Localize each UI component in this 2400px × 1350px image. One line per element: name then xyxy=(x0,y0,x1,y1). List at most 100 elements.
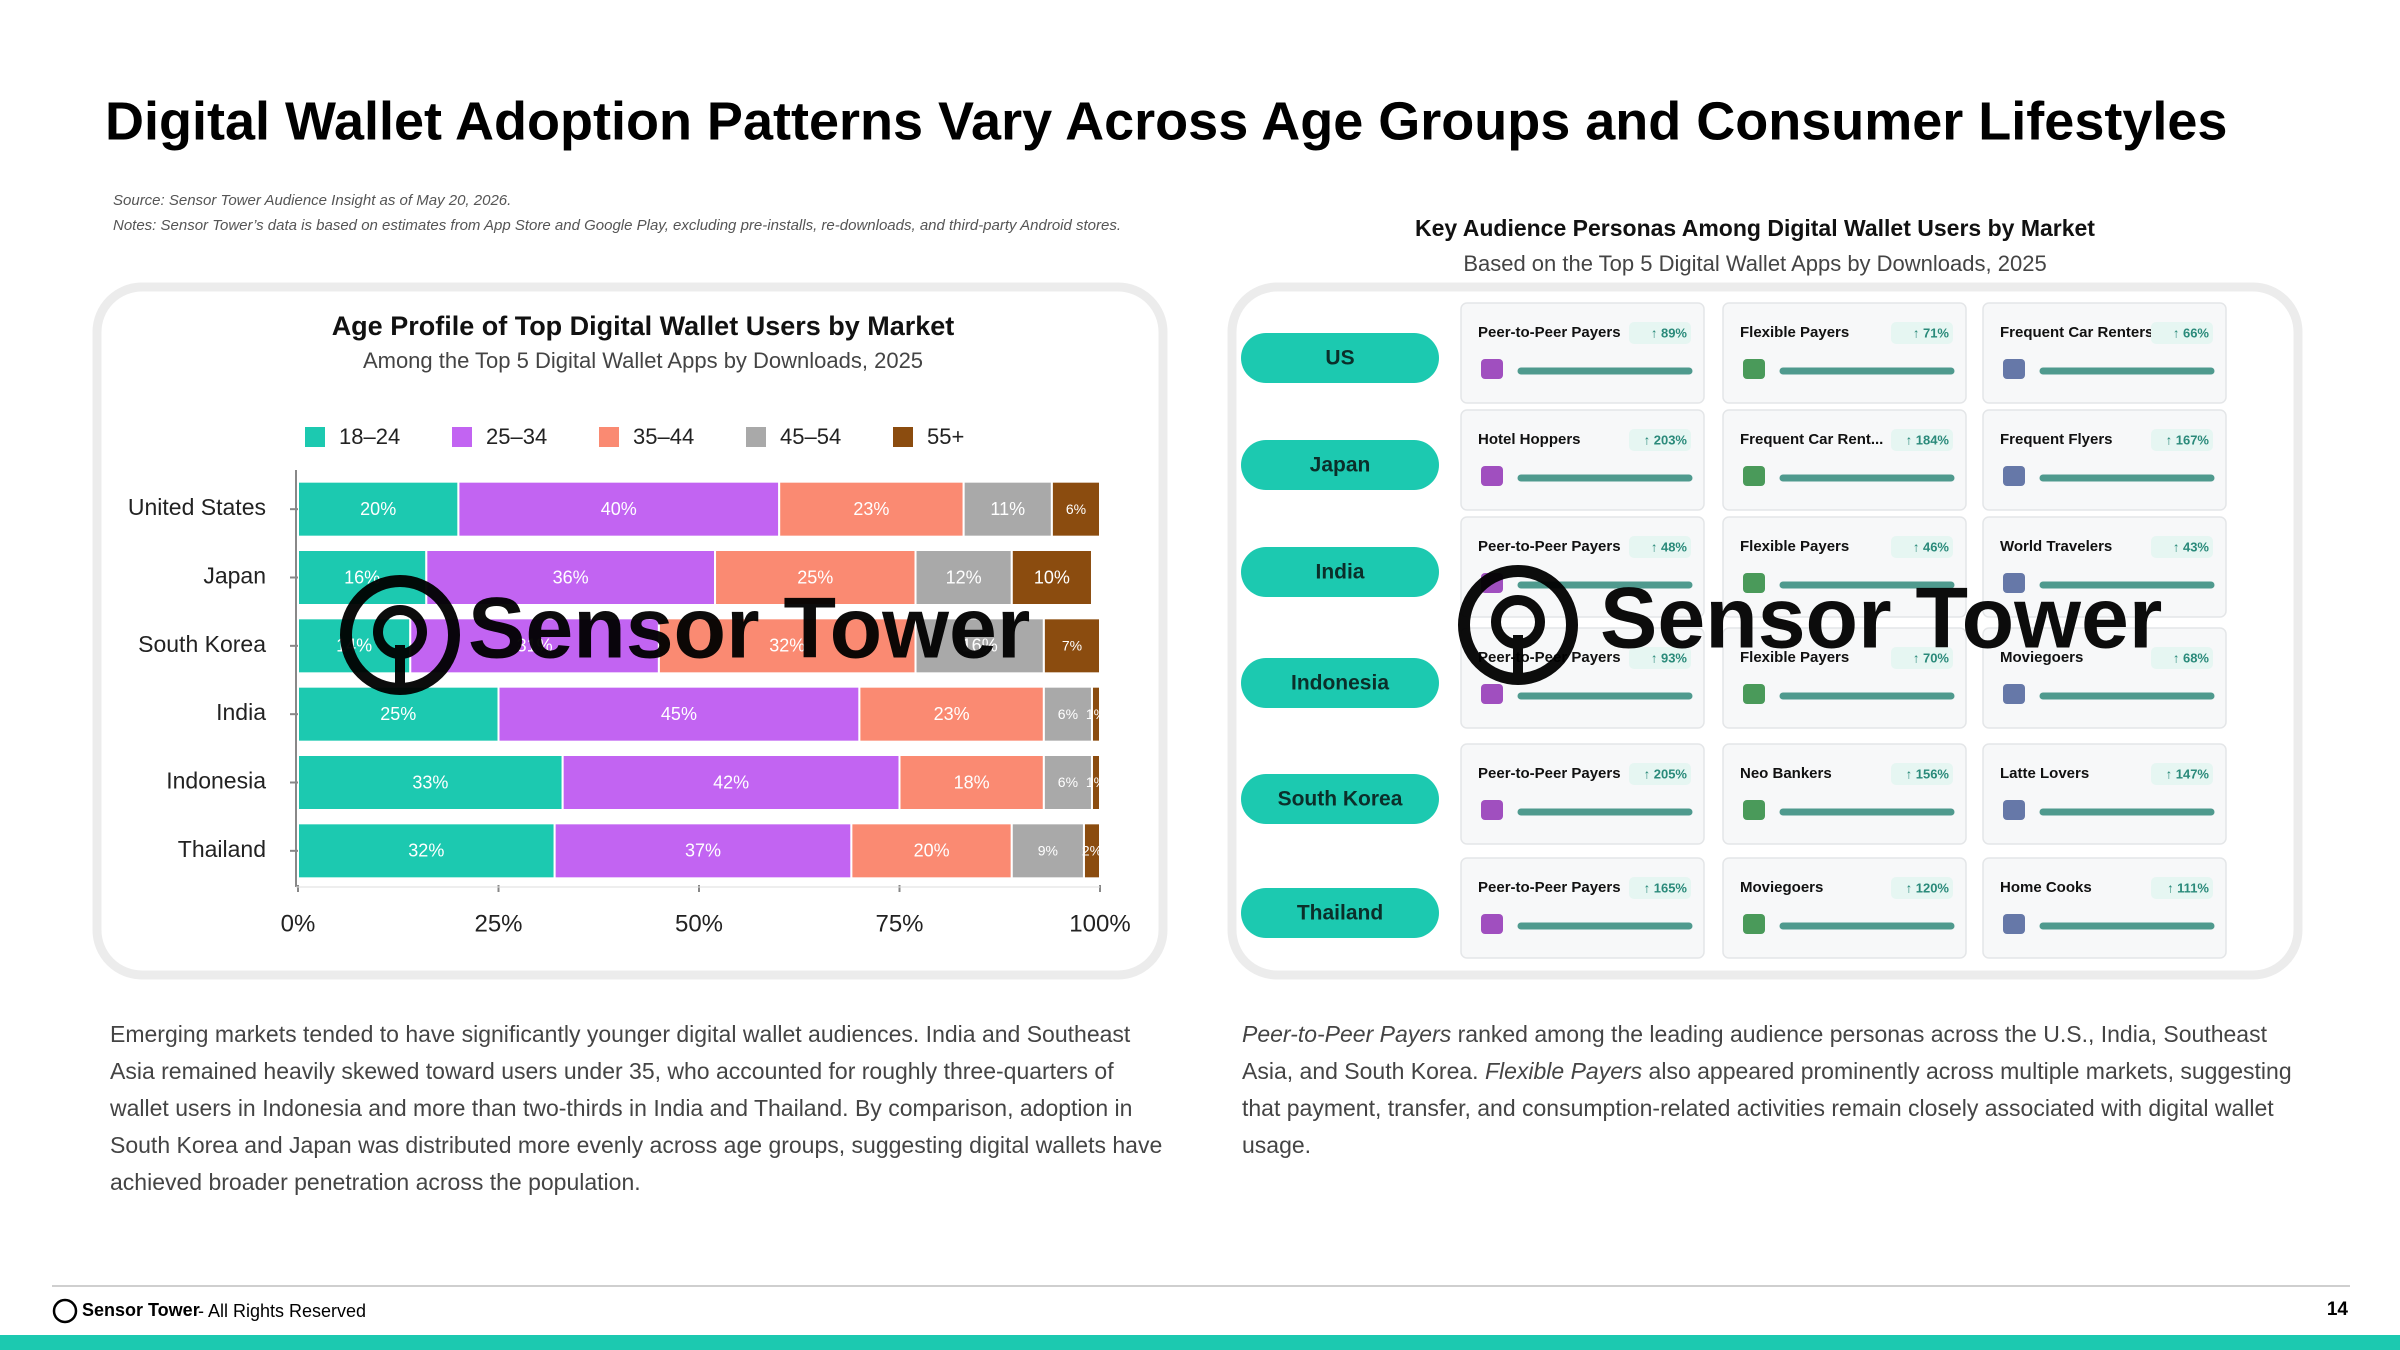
value-label: 9% xyxy=(1038,843,1058,859)
persona-name: Peer-to-Peer Payers xyxy=(1478,324,1621,341)
footer-brand: Sensor Tower xyxy=(82,1300,200,1320)
change-pill xyxy=(2151,877,2213,899)
value-label: 25% xyxy=(380,704,416,724)
legend-swatch xyxy=(452,427,472,447)
value-label: 18% xyxy=(954,772,990,792)
persona-name: Frequent Car Rent... xyxy=(1740,431,1883,448)
persona-change: ↑ 46% xyxy=(1913,539,1950,554)
change-pill xyxy=(1629,763,1691,785)
value-label: 7% xyxy=(1062,638,1082,654)
change-pill xyxy=(1891,647,1953,669)
value-label: 32% xyxy=(769,636,805,656)
persona-icon xyxy=(1481,684,1503,704)
bar-segment xyxy=(1042,617,1101,675)
value-label: 23% xyxy=(853,499,889,519)
persona-name: World Travelers xyxy=(2000,538,2112,555)
persona-title: Key Audience Personas Among Digital Wall… xyxy=(1415,215,2095,241)
analysis-left: Emerging markets tended to have signific… xyxy=(110,1021,1163,1195)
x-tick-label: 50% xyxy=(675,910,723,937)
bar-segment xyxy=(714,549,917,606)
bar-segment xyxy=(1090,754,1101,811)
persona-icon xyxy=(2003,684,2025,704)
x-tick-label: 0% xyxy=(281,910,316,937)
value-label: 37% xyxy=(685,841,721,861)
market-pill xyxy=(1241,774,1439,824)
market-label: South Korea xyxy=(1278,788,1403,811)
source-note: Source: Sensor Tower Audience Insight as… xyxy=(113,192,511,209)
persona-emphasis: Flexible Payers xyxy=(1484,1058,1643,1084)
persona-tile xyxy=(1722,302,1967,404)
persona-icon xyxy=(1481,359,1503,379)
y-tick-label: Japan xyxy=(203,563,266,589)
change-pill xyxy=(2151,536,2213,558)
footer-rights: - All Rights Reserved xyxy=(198,1301,366,1321)
value-label: 11% xyxy=(990,499,1025,519)
analysis-right: Peer-to-Peer Payers ranked among the lea… xyxy=(1242,1016,2302,1164)
market-label: Thailand xyxy=(1297,902,1383,925)
bar-segment xyxy=(914,617,1045,675)
chart-subtitle: Among the Top 5 Digital Wallet Apps by D… xyxy=(363,348,923,373)
bar-segment xyxy=(1042,685,1093,743)
persona-name: Home Cooks xyxy=(2000,879,2092,896)
persona-icon xyxy=(1743,573,1765,593)
change-pill xyxy=(2151,429,2213,451)
footer-logo xyxy=(52,1298,78,1324)
persona-subtitle: Based on the Top 5 Digital Wallet Apps b… xyxy=(1463,251,2046,276)
persona-tile xyxy=(1722,409,1967,511)
persona-change: ↑ 43% xyxy=(2173,539,2210,554)
value-label: 33% xyxy=(412,772,448,792)
market-label: Indonesia xyxy=(1291,672,1389,695)
persona-icon xyxy=(1481,466,1503,486)
persona-tile xyxy=(1460,409,1705,511)
footer-band xyxy=(0,1335,2400,1350)
persona-icon xyxy=(2003,800,2025,820)
persona-tile xyxy=(1460,743,1705,845)
persona-change: ↑ 120% xyxy=(1906,880,1950,895)
change-pill xyxy=(2151,763,2213,785)
y-tick-label: India xyxy=(216,699,266,725)
persona-name: Moviegoers xyxy=(1740,879,1823,896)
market-pill xyxy=(1241,547,1439,597)
value-label: 6% xyxy=(1058,774,1078,790)
value-label: 2% xyxy=(1082,843,1102,859)
value-label: 10% xyxy=(1034,567,1070,587)
persona-change: ↑ 66% xyxy=(2173,325,2210,340)
bar-segment xyxy=(962,480,1053,538)
watermark-right: Sensor Tower xyxy=(1458,565,2162,685)
y-tick-label: Thailand xyxy=(178,836,266,862)
x-tick-label: 100% xyxy=(1069,910,1130,937)
market-label: Japan xyxy=(1310,454,1371,477)
persona-change: ↑ 71% xyxy=(1913,325,1950,340)
value-label: 25% xyxy=(797,567,833,587)
bar-segment xyxy=(425,549,717,606)
bar-segment xyxy=(1082,822,1101,880)
persona-name: Peer-to-Peer Payers xyxy=(1478,765,1621,782)
legend-label: 55+ xyxy=(927,424,964,449)
persona-change: ↑ 147% xyxy=(2166,766,2210,781)
persona-name: Moviegoers xyxy=(2000,649,2083,666)
market-pill xyxy=(1241,888,1439,938)
change-pill xyxy=(1891,877,1953,899)
persona-name: Frequent Flyers xyxy=(2000,431,2113,448)
bar-segment xyxy=(1042,754,1093,811)
bar-segment xyxy=(457,480,781,538)
analysis-text: also appeared prominently across multipl… xyxy=(1242,1058,2292,1158)
persona-icon xyxy=(2003,466,2025,486)
persona-icon xyxy=(1481,914,1503,934)
bar-segment xyxy=(850,822,1013,880)
value-label: 16% xyxy=(962,636,998,656)
value-label: 20% xyxy=(914,841,950,861)
value-label: 32% xyxy=(408,841,444,861)
persona-grid: US Peer-to-Peer Payers ↑ 89% Flexible Payer… xyxy=(1241,302,2227,959)
y-tick-label: United States xyxy=(128,494,266,520)
plot-area: 20% 40% 23% 11% 6%16% 36% 25% 12% 10%14% 31% 32% 16… xyxy=(297,480,1102,880)
value-label: 6% xyxy=(1066,501,1086,517)
persona-name: Neo Bankers xyxy=(1740,765,1832,782)
page-number: 14 xyxy=(2327,1299,2349,1320)
watermark-left: Sensor Tower xyxy=(340,575,1030,695)
persona-icon xyxy=(1481,800,1503,820)
persona-change: ↑ 205% xyxy=(1644,766,1688,781)
bar-segment xyxy=(297,754,564,811)
persona-change: ↑ 48% xyxy=(1651,539,1688,554)
